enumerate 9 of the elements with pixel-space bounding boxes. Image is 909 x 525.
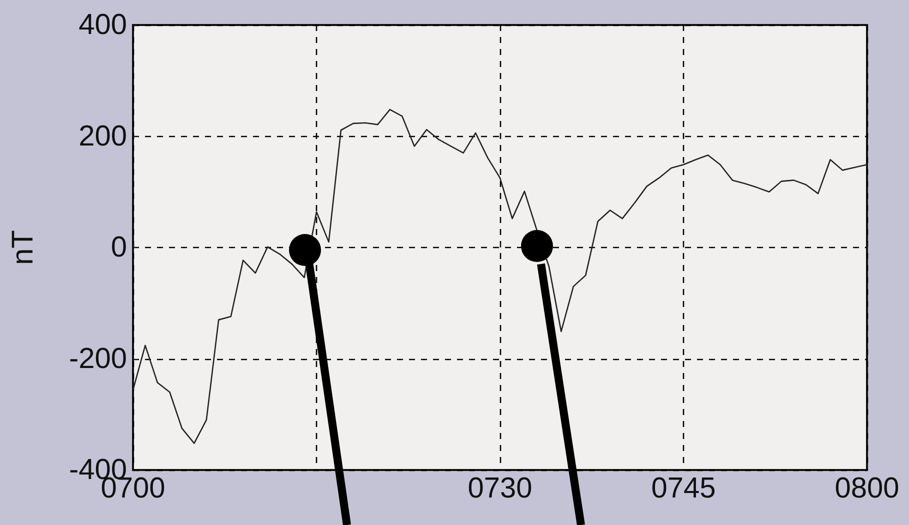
x-tick-label: 0745 [651,472,716,504]
y-tick-label: 400 [78,9,127,41]
y-tick-label: 200 [78,120,127,152]
y-tick-label: -200 [68,342,127,375]
line-series [132,108,868,444]
y-axis-title: nT [6,230,40,266]
x-tick-label: 0730 [468,472,532,504]
y-tick-label: 0 [110,232,127,264]
x-tick-label: 0800 [834,472,900,504]
